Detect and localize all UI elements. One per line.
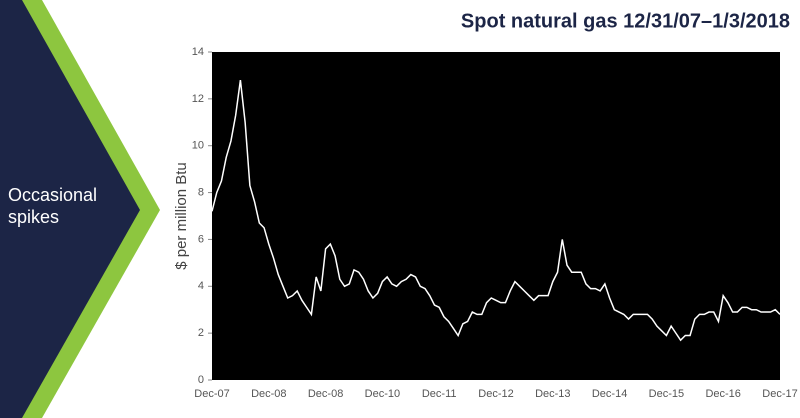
line bbox=[211, 80, 781, 342]
chart-title: Spot natural gas 12/31/07–1/3/2018 bbox=[461, 10, 790, 32]
y-axis-label: $ per million Btu bbox=[173, 162, 190, 270]
y-tick-label: 12 bbox=[192, 93, 204, 105]
x-tick-label: Dec-10 bbox=[365, 388, 400, 400]
side-panel bbox=[0, 0, 140, 418]
y-tick-label: 6 bbox=[198, 233, 204, 245]
x-tick-label: Dec-17 bbox=[762, 388, 797, 400]
panel-text: Occasional spikes bbox=[8, 185, 98, 227]
y-tick-label: 10 bbox=[192, 140, 204, 152]
x-tick-label: Dec-11 bbox=[422, 388, 457, 400]
x-tick-label: Dec-15 bbox=[649, 388, 684, 400]
x-tick-label: Dec-16 bbox=[705, 388, 740, 400]
y-tick-label: 2 bbox=[198, 327, 204, 339]
x-tick-label: Dec-14 bbox=[592, 388, 627, 400]
y-tick-label: 0 bbox=[198, 374, 204, 386]
x-tick-label: Dec-07 bbox=[194, 388, 229, 400]
plot-area bbox=[212, 52, 780, 380]
x-tick-label: Dec-13 bbox=[535, 388, 570, 400]
y-tick-label: 4 bbox=[198, 280, 204, 292]
x-tick-label: Dec-08 bbox=[251, 388, 286, 400]
x-tick-label: Dec-12 bbox=[478, 388, 513, 400]
x-tick-label: Dec-08 bbox=[308, 388, 343, 400]
y-tick-label: 14 bbox=[192, 46, 204, 58]
y-tick-label: 8 bbox=[198, 186, 204, 198]
